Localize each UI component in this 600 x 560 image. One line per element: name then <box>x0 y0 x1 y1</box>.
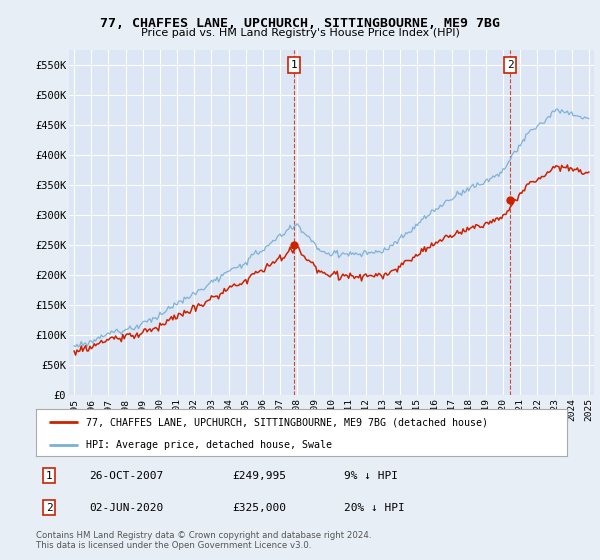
Text: Price paid vs. HM Land Registry's House Price Index (HPI): Price paid vs. HM Land Registry's House … <box>140 28 460 38</box>
Text: 1: 1 <box>46 471 53 481</box>
Text: 77, CHAFFES LANE, UPCHURCH, SITTINGBOURNE, ME9 7BG: 77, CHAFFES LANE, UPCHURCH, SITTINGBOURN… <box>100 17 500 30</box>
Text: 9% ↓ HPI: 9% ↓ HPI <box>344 471 398 481</box>
Text: 77, CHAFFES LANE, UPCHURCH, SITTINGBOURNE, ME9 7BG (detached house): 77, CHAFFES LANE, UPCHURCH, SITTINGBOURN… <box>86 417 488 427</box>
Text: 2: 2 <box>507 60 514 70</box>
Text: HPI: Average price, detached house, Swale: HPI: Average price, detached house, Swal… <box>86 440 332 450</box>
Text: 1: 1 <box>291 60 298 70</box>
Text: Contains HM Land Registry data © Crown copyright and database right 2024.: Contains HM Land Registry data © Crown c… <box>36 531 371 540</box>
Text: 2: 2 <box>46 503 53 513</box>
Text: This data is licensed under the Open Government Licence v3.0.: This data is licensed under the Open Gov… <box>36 541 311 550</box>
Text: £249,995: £249,995 <box>232 471 286 481</box>
Text: 02-JUN-2020: 02-JUN-2020 <box>89 503 163 513</box>
Text: 26-OCT-2007: 26-OCT-2007 <box>89 471 163 481</box>
Text: £325,000: £325,000 <box>232 503 286 513</box>
Text: 20% ↓ HPI: 20% ↓ HPI <box>344 503 405 513</box>
